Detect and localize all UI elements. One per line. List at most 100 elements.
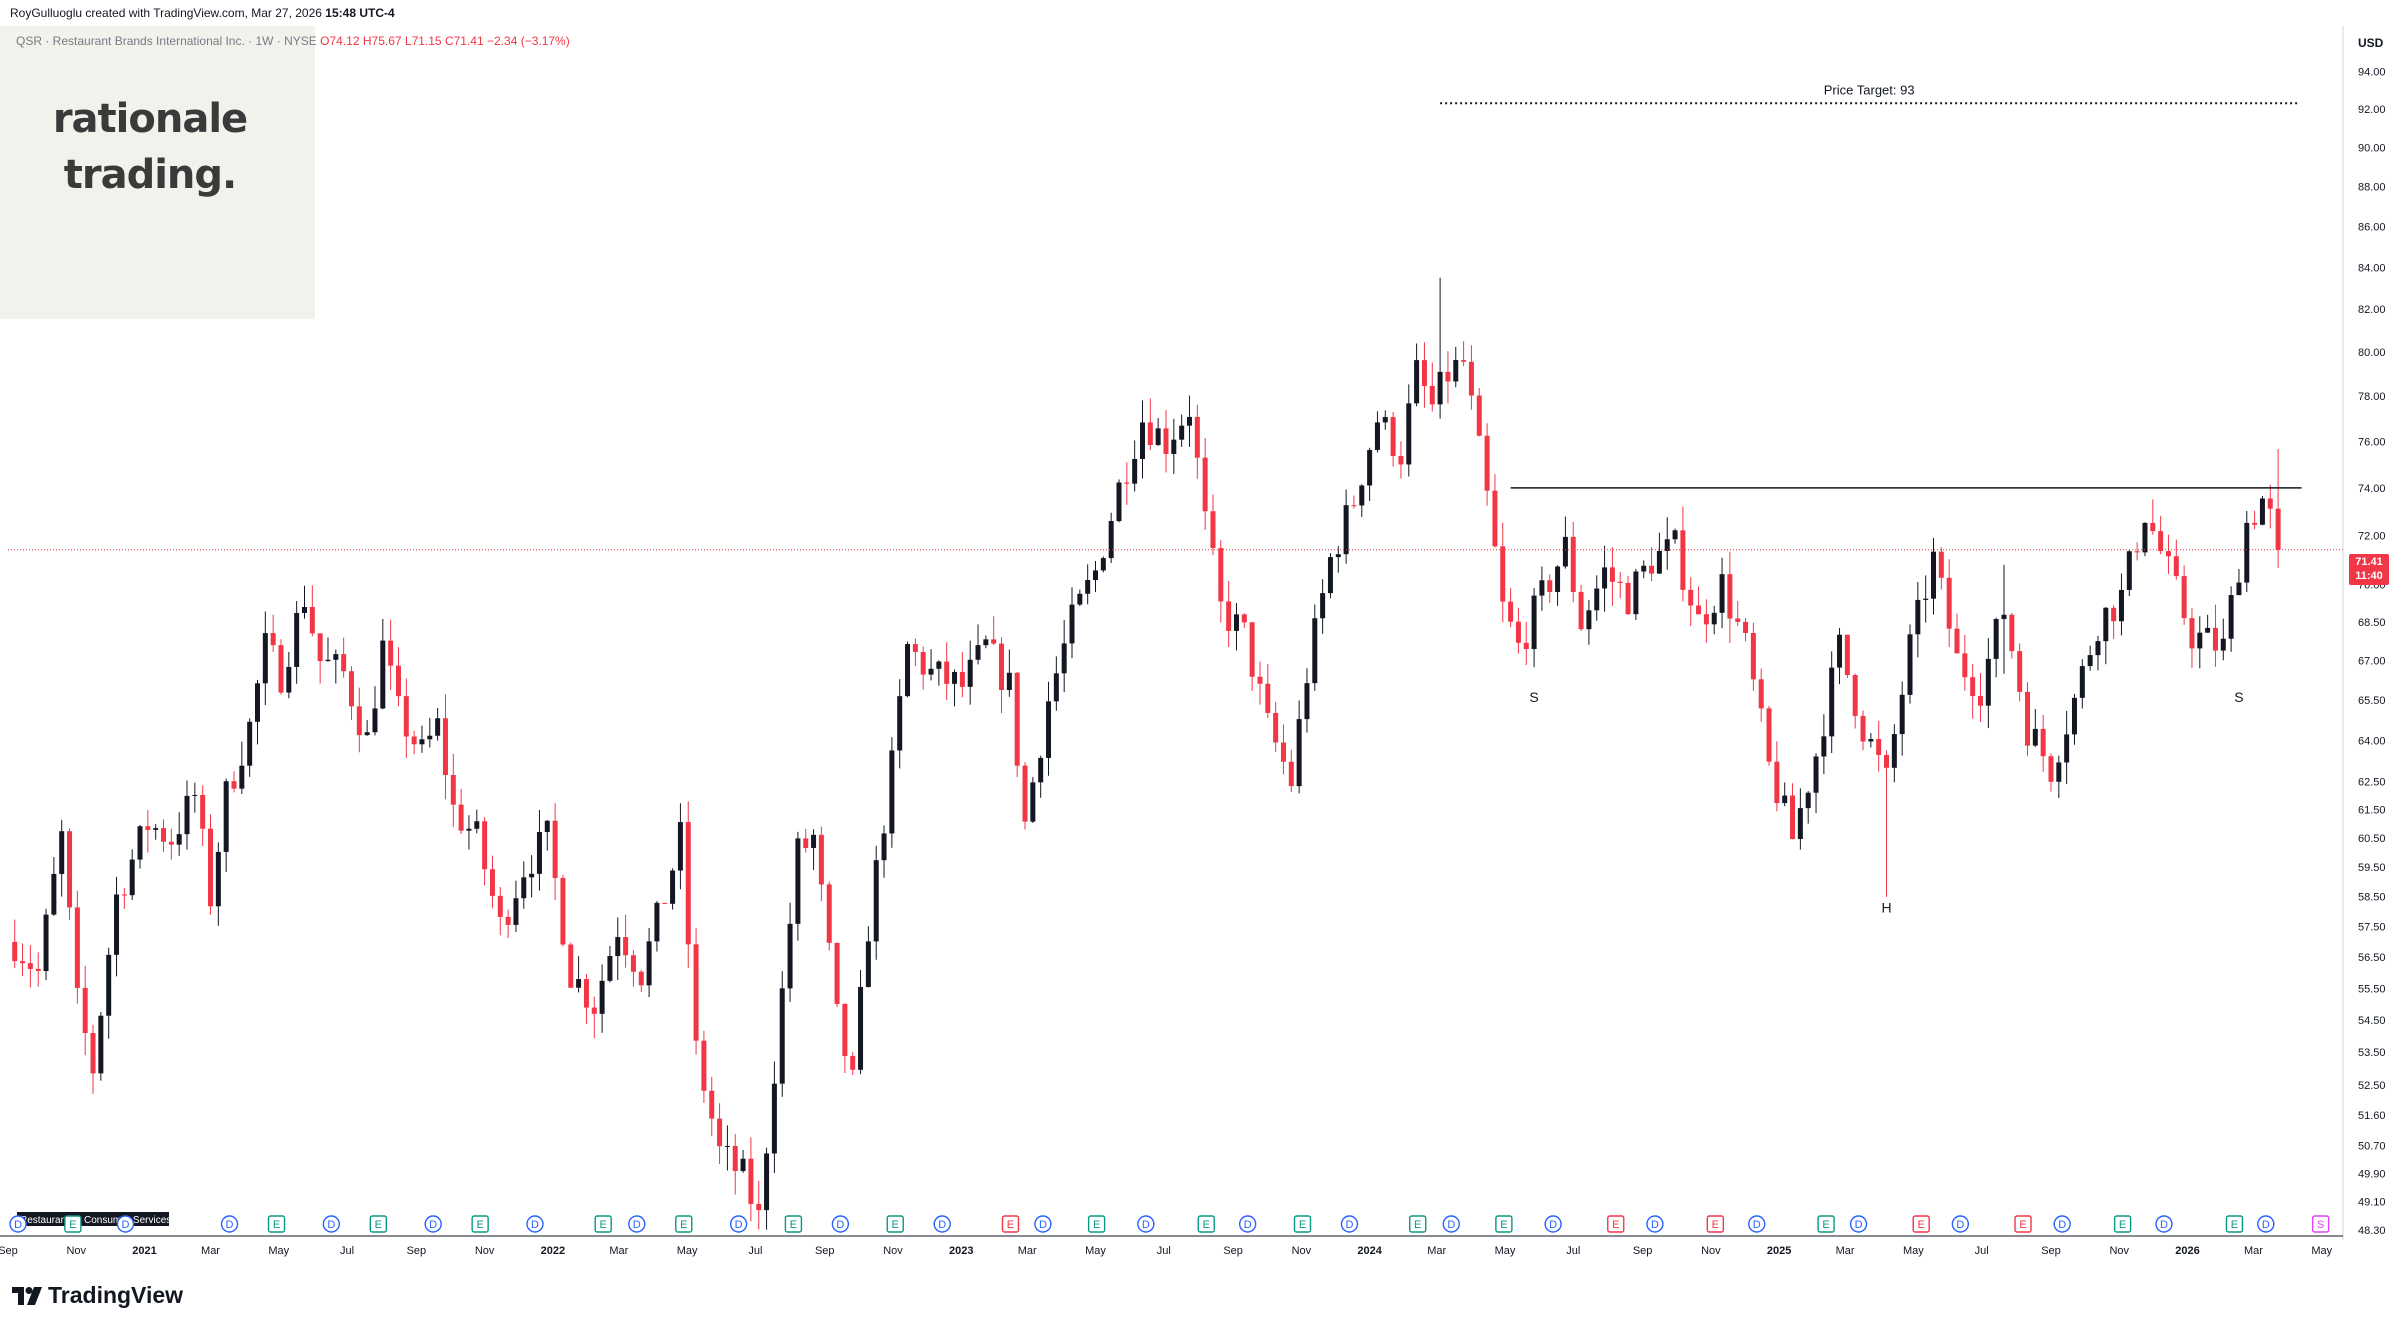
candle-body [2048, 756, 2054, 782]
candle-body [1429, 385, 1435, 405]
candle [1907, 624, 1913, 704]
event-letter: D [1753, 1219, 1761, 1231]
candle-body [1703, 614, 1709, 625]
candle-body [513, 898, 519, 925]
earnings-box [1087, 1215, 1106, 1233]
tradingview-brand: TradingView [48, 1282, 184, 1308]
candle-body [983, 639, 989, 646]
dividend-marker: D [628, 1215, 646, 1233]
candle [1594, 575, 1600, 621]
candle-body [325, 659, 331, 662]
candle-body [262, 633, 268, 684]
x-tick-label: Sep [407, 1245, 427, 1257]
event-letter: E [1918, 1219, 1925, 1231]
candle [1288, 749, 1294, 793]
candle-body [583, 979, 589, 1008]
candle-body [1790, 795, 1796, 840]
last-price-flag: 71.41 11:40 [2349, 554, 2389, 585]
candle [1555, 565, 1561, 606]
candle [740, 1150, 746, 1173]
event-letter: D [2160, 1219, 2168, 1231]
candle [333, 649, 339, 684]
candle [505, 909, 511, 939]
candle [137, 824, 143, 869]
candle-body [568, 944, 574, 988]
candle-body [1594, 588, 1600, 611]
candle-body [920, 652, 926, 675]
candle-body [724, 1145, 730, 1147]
candle [952, 669, 958, 707]
dividend-marker: D [1544, 1215, 1562, 1233]
candle [685, 801, 691, 968]
x-tick-label: Sep [815, 1245, 835, 1257]
candle-body [623, 937, 629, 956]
candle-body [2087, 655, 2093, 667]
dividend-circle [628, 1215, 646, 1233]
candle-body [1484, 435, 1490, 491]
candle-body [693, 944, 699, 1041]
candle-body [936, 661, 942, 669]
x-tick-label: Nov [475, 1245, 495, 1257]
candle-body [1445, 371, 1451, 382]
earnings-marker: E [2225, 1215, 2244, 1233]
candle-body [1014, 672, 1020, 766]
candle-body [2228, 595, 2234, 639]
candle [560, 874, 566, 947]
dividend-circle [2257, 1215, 2275, 1233]
event-letter: S [2317, 1219, 2324, 1231]
candle [364, 720, 370, 736]
dividend-marker: D [1340, 1215, 1359, 1233]
candle [897, 679, 903, 769]
candle [1194, 404, 1200, 479]
candle-body [560, 878, 566, 945]
candle [1656, 532, 1662, 574]
dividend-circle [831, 1215, 850, 1233]
dividend-marker: D [220, 1215, 239, 1233]
candle [858, 970, 864, 1075]
candle [1821, 714, 1827, 775]
candle [2048, 753, 2054, 792]
candle-body [200, 794, 206, 829]
candle [497, 887, 503, 936]
candle-body [654, 902, 660, 942]
candle-body [1539, 580, 1545, 596]
candle [2071, 693, 2077, 745]
candle [1586, 599, 1592, 645]
candle [184, 780, 190, 850]
y-tick-label: 54.50 [2358, 1015, 2386, 1027]
candle-body [2071, 697, 2077, 735]
y-tick-label: 88.00 [2358, 181, 2386, 193]
tradingview-logo[interactable]: TradingView [12, 1282, 183, 1309]
candle-body [1727, 574, 1733, 619]
event-letter: D [429, 1219, 437, 1231]
candle [419, 725, 425, 753]
candle [2181, 565, 2187, 625]
candle [1218, 540, 1224, 623]
event-letter: E [1712, 1219, 1719, 1231]
candle [1437, 277, 1443, 419]
candle [850, 1051, 856, 1075]
x-tick-label: Mar [1836, 1245, 1855, 1257]
earnings-box [2311, 1215, 2330, 1233]
candle-body [309, 607, 315, 634]
candle-body [740, 1158, 746, 1172]
candle [1868, 733, 1874, 748]
candle [693, 928, 699, 1055]
symbol-legend[interactable]: QSR · Restaurant Brands International In… [16, 34, 570, 48]
candle [403, 678, 409, 759]
earnings-box [1409, 1215, 1427, 1233]
event-letter: D [836, 1219, 844, 1231]
event-letter: E [600, 1219, 607, 1231]
candle [928, 649, 934, 681]
currency-label[interactable]: USD [2358, 36, 2384, 50]
candle-body [1374, 422, 1380, 451]
x-tick-label: 2024 [1357, 1245, 1382, 1257]
candle-body [967, 659, 973, 687]
earnings-box [675, 1215, 693, 1233]
candle-body [858, 986, 864, 1070]
dividend-marker: D [1034, 1215, 1052, 1233]
candle [1617, 571, 1623, 599]
candle [630, 950, 636, 987]
